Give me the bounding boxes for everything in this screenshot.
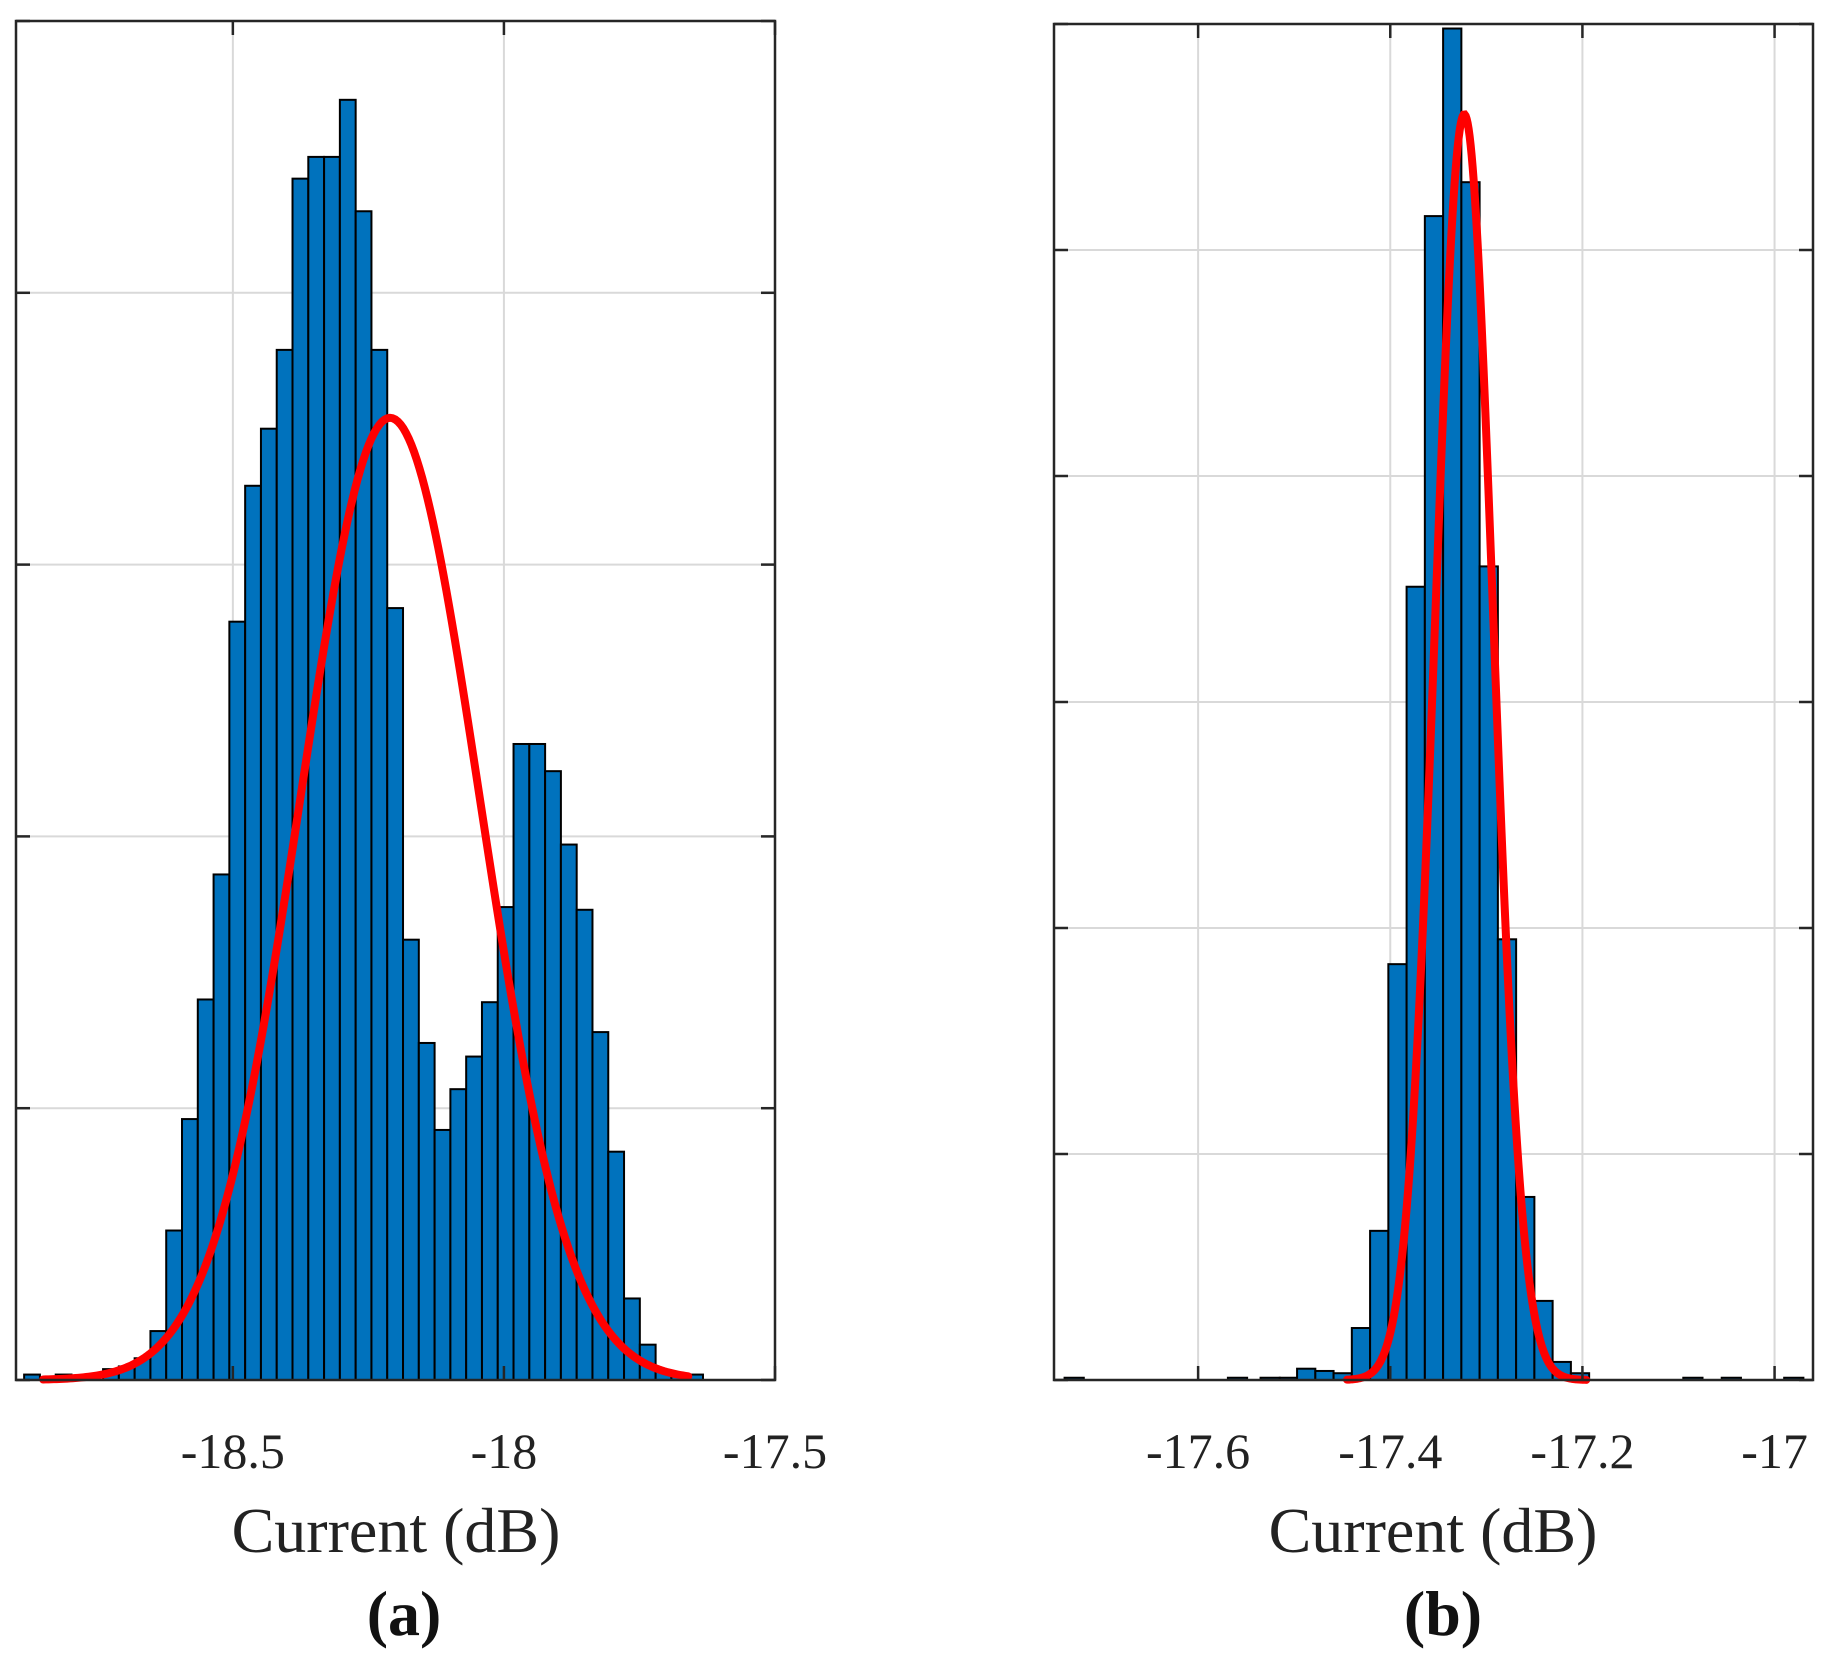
histogram-bar <box>307 155 326 1381</box>
histogram-bar <box>417 1041 436 1382</box>
histogram-bar <box>259 427 278 1381</box>
histogram-bar <box>370 348 389 1381</box>
plot-border-a <box>14 19 777 1382</box>
histogram-bar <box>323 155 341 1381</box>
histogram-bar <box>433 1128 452 1381</box>
x-axis-label-b: Current (dB) <box>1269 1495 1598 1566</box>
histogram-bar <box>528 742 547 1381</box>
histogram-bar <box>181 1118 199 1382</box>
normal-fit-curve-b <box>1343 110 1591 1384</box>
histogram-bar <box>228 620 247 1381</box>
histogram-bar <box>544 770 562 1381</box>
panel-label-b: (b) <box>1404 1578 1482 1649</box>
x-tick-labels-b: -17.6 -17.4 -17.2 -17 <box>1146 1423 1808 1479</box>
x-tick-label: -17 <box>1741 1423 1808 1479</box>
histogram-bar <box>465 1055 483 1381</box>
x-tick-label: -17.4 <box>1338 1423 1442 1479</box>
histogram-panel-a: -18.5 -18 -17.5 Current (dB) (a) <box>14 19 827 1649</box>
x-tick-label: -18 <box>471 1423 538 1479</box>
normal-fit-curve-a <box>39 413 693 1384</box>
x-axis-label-a: Current (dB) <box>232 1495 561 1566</box>
histogram-bar <box>559 843 578 1381</box>
ticks-b <box>1054 22 1813 1382</box>
x-tick-labels-a: -18.5 -18 -17.5 <box>181 1423 827 1479</box>
x-tick-label: -17.5 <box>723 1423 827 1479</box>
histogram-bar <box>480 1001 499 1381</box>
x-tick-label: -17.6 <box>1146 1423 1250 1479</box>
histogram-bar <box>623 1297 641 1381</box>
histogram-bar <box>1296 1367 1317 1381</box>
histogram-bar <box>338 98 357 1381</box>
histogram-bar <box>354 210 373 1381</box>
x-tick-label: -17.2 <box>1530 1423 1634 1479</box>
histogram-bar <box>212 873 231 1382</box>
histogram-bar <box>402 938 420 1382</box>
histogram-bar <box>196 998 215 1381</box>
histogram-bar <box>244 484 262 1381</box>
histogram-bar <box>1460 181 1481 1382</box>
histogram-bar <box>1314 1369 1335 1381</box>
histogram-bar <box>165 1229 184 1382</box>
histogram-bar <box>386 607 405 1381</box>
histogram-panel-b: -17.6 -17.4 -17.2 -17 Current (dB) (b) <box>1052 22 1815 1649</box>
x-tick-label: -18.5 <box>181 1423 285 1479</box>
panel-label-a: (a) <box>367 1578 442 1649</box>
ticks-a <box>16 19 777 1382</box>
histogram-bar <box>449 1088 468 1381</box>
